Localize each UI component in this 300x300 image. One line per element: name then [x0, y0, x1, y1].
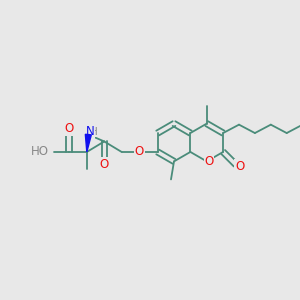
Text: O: O: [135, 145, 144, 158]
Text: N: N: [85, 125, 94, 138]
Text: HO: HO: [31, 145, 49, 158]
Polygon shape: [85, 134, 91, 152]
Text: O: O: [235, 160, 244, 172]
Text: O: O: [99, 158, 109, 171]
Text: O: O: [205, 155, 214, 168]
Text: O: O: [64, 122, 73, 135]
Text: H: H: [90, 127, 97, 136]
